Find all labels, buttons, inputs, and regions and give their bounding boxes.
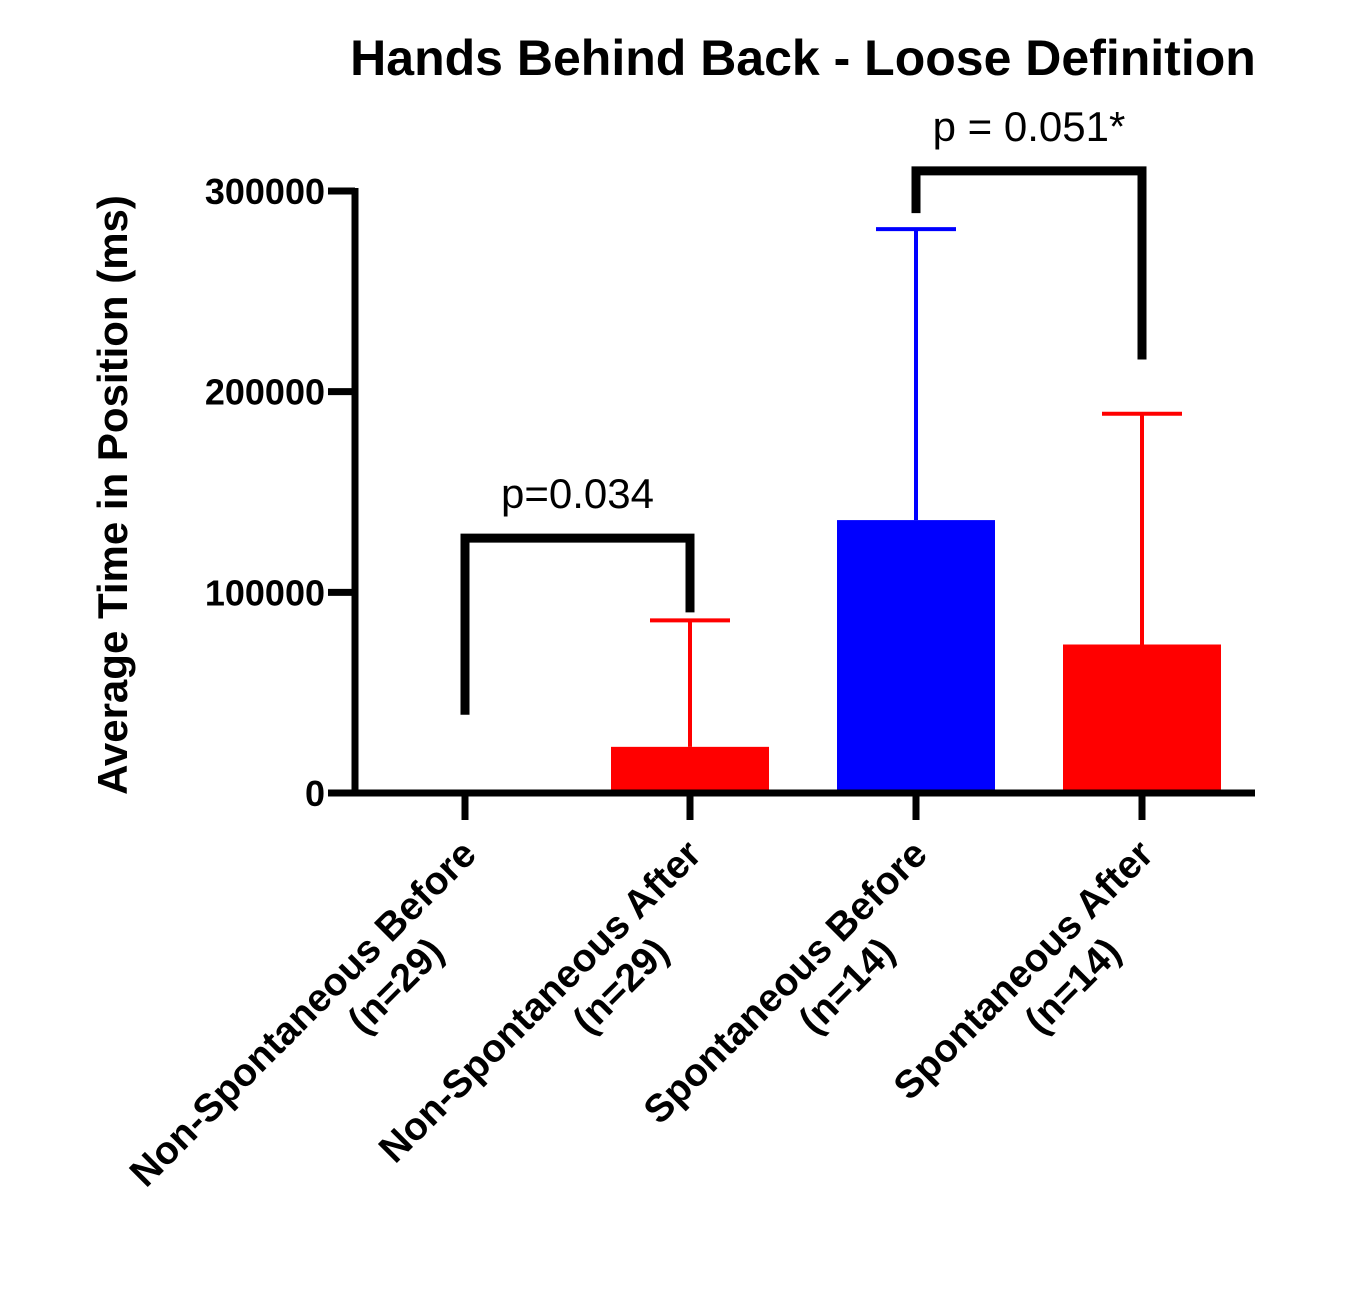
category-label-line: Spontaneous After [886,832,1162,1108]
significance-bracket [911,166,1147,360]
y-tick-label: 300000 [205,171,325,212]
p-value-label: p = 0.051* [933,103,1126,150]
y-tick-label: 200000 [205,372,325,413]
bar [837,520,995,793]
p-value-label: p=0.034 [501,470,654,517]
category-labels-layer: Non-Spontaneous Before(n=29)Non-Spontane… [122,832,1195,1227]
y-axis-label: Average Time in Position (ms) [89,195,136,795]
category-label: Spontaneous After(n=14) [886,832,1195,1141]
bars-layer [611,520,1221,793]
y-tick-label: 0 [305,773,325,814]
chart-title: Hands Behind Back - Loose Definition [350,30,1256,86]
bar [611,746,769,793]
y-tick-label: 100000 [205,572,325,613]
significance-bracket [460,533,695,715]
category-label: Non-Spontaneous Before(n=29) [122,832,517,1227]
y-tick-labels-layer: 0 100000 200000 300000 [205,171,325,814]
error-bars-layer [650,227,1182,747]
significance-brackets-layer: p=0.034 p = 0.051* [460,103,1147,715]
bar [1063,644,1221,793]
axes-layer [328,187,1255,820]
